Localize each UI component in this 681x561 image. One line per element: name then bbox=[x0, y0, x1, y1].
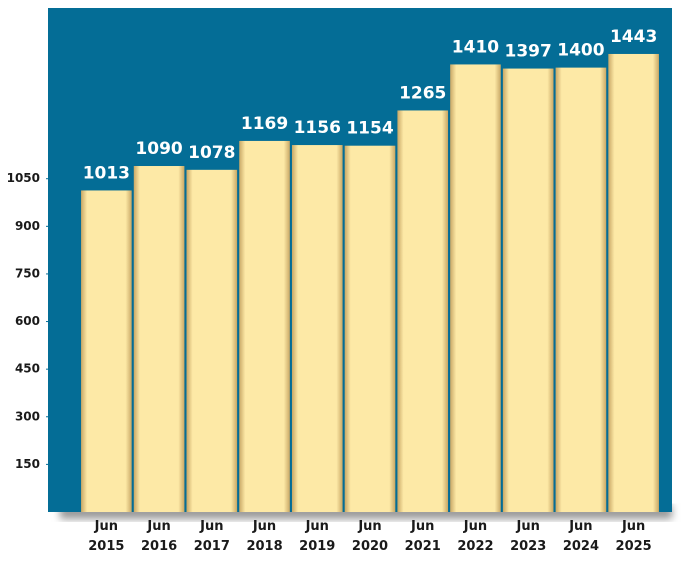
y-tick-label: 1050 bbox=[7, 171, 40, 185]
x-tick-label: Jun 2016 bbox=[140, 519, 178, 554]
y-tick-label: 600 bbox=[15, 314, 40, 328]
bar bbox=[186, 169, 238, 512]
value-label: 1169 bbox=[241, 114, 288, 134]
x-tick-label: Jun 2015 bbox=[88, 519, 125, 554]
y-tick-label: 300 bbox=[15, 409, 40, 423]
value-label: 1397 bbox=[505, 42, 552, 62]
x-tick-label: Jun 2021 bbox=[404, 519, 441, 554]
y-tick-label: 150 bbox=[15, 457, 40, 471]
bar bbox=[555, 67, 607, 512]
x-tick-label: Jun 2022 bbox=[457, 519, 494, 554]
bar bbox=[239, 140, 290, 512]
bar bbox=[344, 145, 396, 512]
y-tick-label: 750 bbox=[15, 266, 40, 280]
bar bbox=[450, 64, 501, 512]
x-tick-label: Jun 2017 bbox=[193, 519, 230, 554]
bar bbox=[608, 53, 659, 513]
x-tick-label: Jun 2018 bbox=[246, 519, 283, 554]
x-tick-label: Jun 2024 bbox=[562, 519, 599, 554]
y-tick-label: 450 bbox=[15, 362, 40, 376]
value-label: 1078 bbox=[188, 143, 235, 163]
bar bbox=[291, 145, 343, 512]
value-label: 1265 bbox=[399, 83, 446, 103]
bar bbox=[133, 166, 185, 512]
x-tick-label: Jun 2025 bbox=[615, 519, 652, 554]
value-label: 1443 bbox=[610, 27, 657, 47]
bar bbox=[397, 110, 449, 513]
x-tick-label: Jun 2019 bbox=[299, 519, 336, 554]
value-label: 1156 bbox=[294, 118, 341, 138]
x-tick-label: Jun 2023 bbox=[510, 519, 547, 554]
value-label: 1410 bbox=[452, 37, 499, 57]
value-label: 1154 bbox=[346, 119, 393, 139]
x-tick-label: Jun 2020 bbox=[351, 519, 389, 554]
bar bbox=[502, 68, 554, 513]
value-label: 1400 bbox=[557, 41, 604, 61]
value-label: 1090 bbox=[135, 139, 182, 159]
y-tick-label: 900 bbox=[15, 219, 40, 233]
bar bbox=[81, 190, 132, 512]
value-label: 1013 bbox=[83, 163, 130, 183]
